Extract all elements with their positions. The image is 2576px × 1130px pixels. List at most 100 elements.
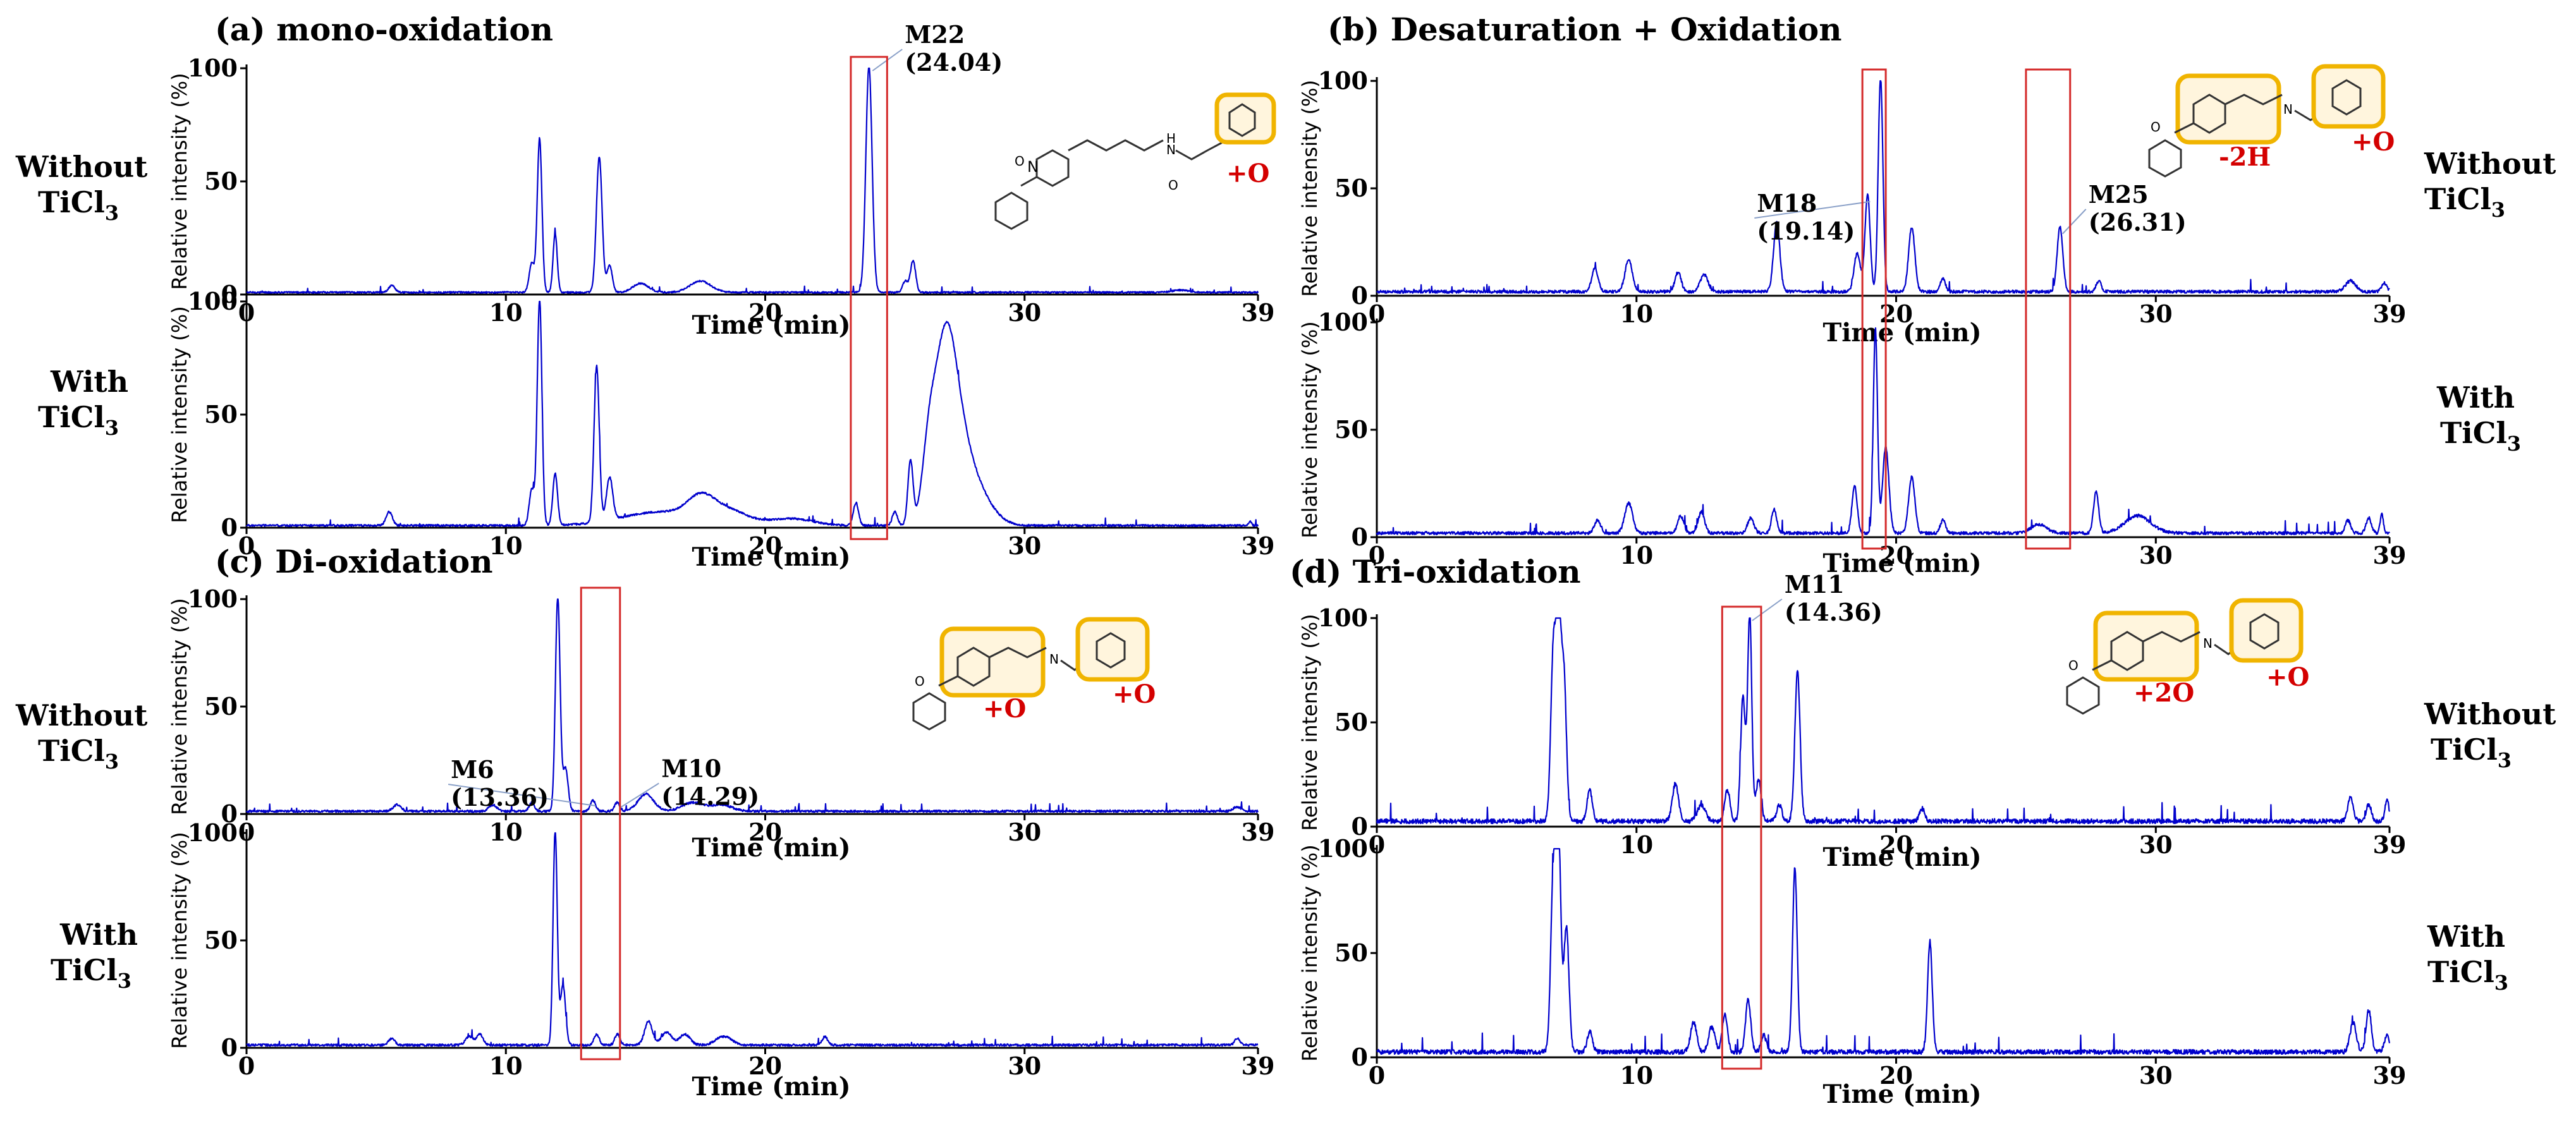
panel-a-top-condition-subscript: 3 xyxy=(105,201,119,225)
panel-d-top-condition-line2: TiCl3 xyxy=(2431,732,2512,772)
panel-a-phenyl-ring xyxy=(994,191,1029,230)
panel-c-top-condition-subscript: 3 xyxy=(105,750,119,774)
panel-a-top-condition: Without TiCl3 xyxy=(15,150,148,225)
panel-b-title: (b) Desaturation + Oxidation xyxy=(1328,11,1842,48)
panel-c-mod-1: +O xyxy=(983,694,1026,724)
highlight-box xyxy=(580,586,621,1060)
y-axis-label: Relative intensity (%) xyxy=(1298,321,1322,538)
y-axis-label: Relative intensity (%) xyxy=(168,306,192,523)
panel-b-top-condition: Without TiCl3 xyxy=(2424,147,2556,222)
y-axis-label: Relative intensity (%) xyxy=(168,73,192,290)
panel-a-title: (a) mono-oxidation xyxy=(215,11,553,48)
chromatogram-trace xyxy=(246,832,1259,1047)
x-tick-label: 39 xyxy=(2373,541,2407,569)
panel-d-phenyl-ring xyxy=(2066,676,2100,715)
panel-d-top-condition-line1: Without xyxy=(2424,697,2556,731)
y-tick-label: 50 xyxy=(204,167,238,195)
y-tick-label: 50 xyxy=(1334,939,1368,967)
panel-d-pyridine-ring xyxy=(2249,613,2280,650)
panel-b-bottom-condition-subscript: 3 xyxy=(2507,432,2521,456)
highlight-boxes xyxy=(580,56,2072,1070)
y-tick-label: 50 xyxy=(1334,174,1368,202)
y-tick-label: 100 xyxy=(188,287,238,315)
chromatogram-trace xyxy=(1376,617,2391,825)
peak-retention-time: (26.31) xyxy=(2089,208,2187,236)
panel-b-piperidine-highlight xyxy=(2175,73,2281,145)
panel-c-structure: N O +O +O xyxy=(912,617,1156,731)
panel-d-mod-2: +O xyxy=(2266,662,2309,692)
x-tick-label: 20 xyxy=(748,298,782,327)
panel-b-bottom-condition-line2: TiCl3 xyxy=(2440,416,2521,456)
panel-a-structure: N H N O O +O xyxy=(994,92,1276,230)
x-tick-label: 30 xyxy=(2139,830,2173,859)
panel-a-top-condition-line1: Without xyxy=(15,150,148,184)
panel-b-top-condition-line1: Without xyxy=(2424,147,2556,181)
panel-c-mod-2: +O xyxy=(1113,679,1156,709)
peak-retention-time: (13.36) xyxy=(451,783,549,811)
chromatogram-trace xyxy=(1376,848,2391,1055)
panel-d-benzoyl-bond xyxy=(2092,659,2112,671)
panel-d-bottom-condition-line2: TiCl3 xyxy=(2427,955,2508,995)
y-axis-label: Relative intensity (%) xyxy=(1298,844,1322,1062)
x-tick-label: 30 xyxy=(1008,532,1041,560)
x-tick-label: 39 xyxy=(1242,298,1275,327)
y-tick-label: 100 xyxy=(188,818,238,847)
x-tick-label: 39 xyxy=(2373,1061,2407,1090)
panel-b-alkyl-chain xyxy=(2225,94,2283,106)
chromatogram-trace xyxy=(246,598,1259,813)
panel-b-amide-n: N xyxy=(2283,102,2293,117)
panel-a-pyridine-ring xyxy=(1228,103,1256,137)
panel-a-mod-1: +O xyxy=(1226,159,1269,188)
panel-d-title: (d) Tri-oxidation xyxy=(1290,553,1581,590)
panel-d-amide-n: N xyxy=(2203,636,2213,651)
x-tick-label: 39 xyxy=(1242,818,1275,846)
x-axis-label: Time (min) xyxy=(692,1072,850,1102)
panel-c-top-condition-line2: TiCl3 xyxy=(38,734,119,774)
panel-a-vinyl-linker xyxy=(1175,139,1227,161)
panel-d-alkyl-chain xyxy=(2142,631,2201,643)
y-tick-label: 0 xyxy=(221,1033,238,1062)
x-tick-label: 0 xyxy=(238,1052,255,1080)
panel-d-bottom-condition: With TiCl3 xyxy=(2427,920,2508,995)
y-tick-label: 0 xyxy=(1352,1043,1368,1071)
panel-d-top-condition-subscript: 3 xyxy=(2498,748,2512,772)
peak-leader-line xyxy=(619,782,659,809)
panel-b-top-condition-subscript: 3 xyxy=(2491,198,2505,222)
x-tick-label: 20 xyxy=(748,1052,782,1080)
panel-a-bottom-condition-subscript: 3 xyxy=(105,416,119,440)
y-tick-label: 100 xyxy=(1318,308,1368,336)
y-tick-label: 50 xyxy=(204,692,238,720)
peak-retention-time: (14.36) xyxy=(1785,598,1883,626)
y-tick-label: 0 xyxy=(1352,523,1368,551)
panel-d-pyridine-highlight xyxy=(2229,598,2304,663)
panel-c-benzoyl-o: O xyxy=(915,674,925,689)
peak-leader-line xyxy=(2062,209,2087,234)
y-tick-label: 100 xyxy=(1318,66,1368,95)
x-tick-label: 20 xyxy=(1879,1061,1913,1090)
panel-c-phenyl-ring xyxy=(912,692,946,731)
panel-d-mod-1: +2O xyxy=(2133,678,2194,708)
chromatogram-trace xyxy=(246,67,1259,294)
panel-b-bottom-condition: With TiCl3 xyxy=(2436,380,2521,456)
x-axis-label: Time (min) xyxy=(692,542,850,572)
panel-a-bottom-condition-line1: With xyxy=(50,365,128,399)
x-axis-label: Time (min) xyxy=(1822,549,1981,578)
panel-a-amide-n: N xyxy=(1166,142,1176,157)
panel-a-pyridine-highlight xyxy=(1214,92,1276,145)
panel-c-piperidine-highlight xyxy=(939,626,1046,698)
chromatogram-trace xyxy=(1376,327,2390,535)
panel-c-bottom-condition-subscript: 3 xyxy=(118,969,131,993)
panel-a-benzoyl-bond xyxy=(1020,176,1037,187)
panel-d-piperidine-highlight xyxy=(2093,611,2199,682)
y-tick-label: 50 xyxy=(1334,415,1368,444)
panel-a-piperidine-ring xyxy=(1035,149,1070,187)
panel-a-benzoyl-o: O xyxy=(1015,154,1025,169)
panel-b-structure: N O -2H +O xyxy=(2148,64,2395,178)
x-tick-label: 39 xyxy=(1242,532,1275,560)
x-axis-label: Time (min) xyxy=(1822,318,1981,348)
y-tick-label: 0 xyxy=(221,513,238,542)
panel-a-bottom-condition: With TiCl3 xyxy=(38,365,128,440)
